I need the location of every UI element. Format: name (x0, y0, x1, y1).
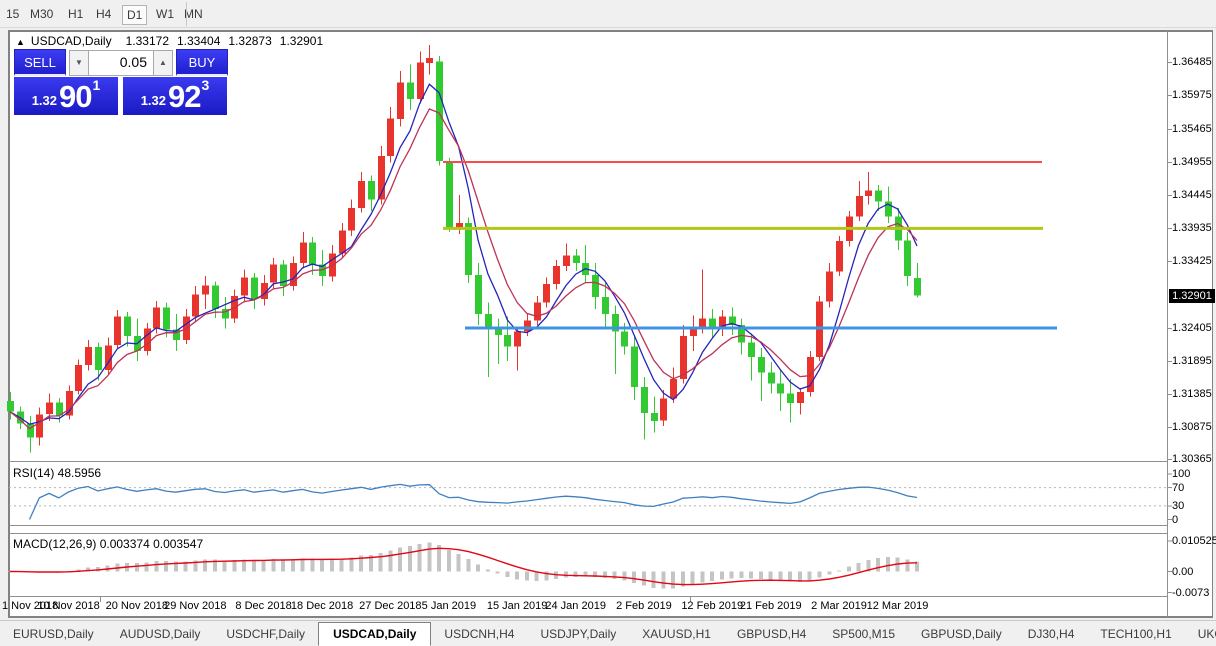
chart-tab-ukc[interactable]: UKC (1197, 626, 1216, 641)
buy-price-big: 92 (168, 79, 201, 114)
chart-tab-dj30-h4[interactable]: DJ30,H4 (1027, 626, 1075, 641)
date-axis-label: 2 Feb 2019 (616, 600, 672, 612)
rsi-axis-label: 70 (1172, 481, 1185, 494)
chart-tab-sp500-m15[interactable]: SP500,M15 (832, 626, 896, 641)
chart-tab-gbpusd-daily[interactable]: GBPUSD,Daily (921, 626, 1002, 641)
date-axis-label: 2 Mar 2019 (811, 600, 867, 612)
chart-window (8, 30, 1213, 618)
date-axis-label: 18 Dec 2018 (290, 600, 354, 612)
price-axis-label: 1.34955 (1172, 156, 1212, 168)
quote-low: 1.32873 (228, 34, 272, 48)
sell-button[interactable]: SELL (14, 49, 66, 76)
date-axis-label: 27 Dec 2018 (359, 600, 422, 612)
price-axis-label: 1.30365 (1172, 453, 1212, 465)
timeframe-toolbar: 15 M30 H1 H4 D1 W1 MN (0, 0, 1216, 28)
buy-price-sup: 3 (201, 77, 210, 93)
chart-tab-usdjpy-daily[interactable]: USDJPY,Daily (540, 626, 617, 641)
price-axis-label: 1.30875 (1172, 421, 1212, 433)
sell-price-panel[interactable]: 1.32 90 1 (14, 77, 118, 115)
quote-header: ▲ USDCAD,Daily 1.33172 1.33404 1.32873 1.3290… (16, 34, 331, 48)
one-click-trading-widget: SELL ▼ 0.05 ▲ BUY 1.32 90 1 1.32 92 3 (14, 49, 228, 115)
chart-tab-bar: EURUSD,Daily AUDUSD,Daily USDCHF,Daily USDC… (0, 620, 1216, 646)
rsi-indicator-label: RSI(14) 48.5956 (13, 466, 102, 480)
volume-input[interactable]: 0.05 (89, 50, 153, 76)
sell-price-big: 90 (59, 79, 92, 114)
date-axis-label: 21 Feb 2019 (739, 600, 802, 612)
buy-price-panel[interactable]: 1.32 92 3 (123, 77, 227, 115)
date-axis-label: 5 Jan 2019 (421, 600, 477, 612)
chart-tab-usdchf-daily[interactable]: USDCHF,Daily (226, 626, 306, 641)
macd-axis-label: -0.0073 (1172, 586, 1210, 599)
buy-price-small: 1.32 (140, 93, 167, 108)
timeframe-button-mn[interactable]: MN (184, 7, 203, 21)
rsi-axis-label: 30 (1172, 499, 1185, 512)
toolbar-separator (186, 2, 187, 26)
rsi-axis-label: 0 (1172, 513, 1179, 526)
volume-increase-button[interactable]: ▲ (153, 50, 173, 76)
price-axis-label: 1.31895 (1172, 355, 1212, 367)
date-axis-label: 24 Jan 2019 (545, 600, 606, 612)
date-axis-label: 1 Nov 2018 (2, 600, 59, 612)
current-price-tag: 1.32901 (1169, 289, 1215, 303)
sell-price-small: 1.32 (31, 93, 58, 108)
chart-tab-usdcad-daily[interactable]: USDCAD,Daily (318, 621, 432, 646)
timeframe-button-h1[interactable]: H1 (68, 7, 84, 21)
price-axis-label: 1.33425 (1172, 255, 1212, 267)
timeframe-button-w1[interactable]: W1 (156, 7, 174, 21)
quote-open: 1.33172 (125, 34, 169, 48)
date-axis-label: 8 Dec 2018 (235, 600, 292, 612)
quote-high: 1.33404 (177, 34, 221, 48)
price-axis-label: 1.35465 (1172, 123, 1212, 135)
macd-axis-label: 0.010525 (1172, 534, 1216, 547)
timeframe-button-15[interactable]: 15 (6, 7, 20, 21)
date-axis-label: 10 Nov 2018 (37, 600, 100, 612)
date-axis-label: 12 Feb 2019 (681, 600, 744, 612)
buy-button[interactable]: BUY (176, 49, 228, 76)
chart-tab-tech100-h1[interactable]: TECH100,H1 (1100, 626, 1172, 641)
price-axis-label: 1.36485 (1172, 56, 1212, 68)
rsi-axis-label: 100 (1172, 468, 1191, 480)
quote-close: 1.32901 (279, 34, 324, 48)
chart-tab-eurusd-daily[interactable]: EURUSD,Daily (13, 626, 94, 641)
timeframe-button-m30[interactable]: M30 (30, 7, 54, 21)
chart-tab-gbpusd-h4[interactable]: GBPUSD,H4 (736, 626, 807, 641)
timeframe-button-d1[interactable]: D1 (122, 5, 148, 25)
price-axis-label: 1.35975 (1172, 89, 1212, 101)
chart-tab-usdcnh-h4[interactable]: USDCNH,H4 (444, 626, 515, 641)
date-axis-label: 29 Nov 2018 (164, 600, 227, 612)
price-axis-label: 1.31385 (1172, 388, 1212, 400)
volume-decrease-button[interactable]: ▼ (69, 50, 89, 76)
sell-price-sup: 1 (92, 77, 101, 93)
chart-tab-xauusd-h1[interactable]: XAUUSD,H1 (642, 626, 711, 641)
date-axis-label: 20 Nov 2018 (105, 600, 168, 612)
macd-indicator-label: MACD(12,26,9) 0.003374 0.003547 (13, 537, 204, 551)
date-axis-label: 12 Mar 2019 (866, 600, 929, 612)
timeframe-button-h4[interactable]: H4 (96, 7, 112, 21)
price-axis-label: 1.32405 (1172, 322, 1212, 334)
date-axis-label: 15 Jan 2019 (486, 600, 548, 612)
chart-symbol-title: USDCAD,Daily (30, 34, 112, 48)
chart-tab-audusd-daily[interactable]: AUDUSD,Daily (119, 626, 201, 641)
price-axis-label: 1.34445 (1172, 189, 1212, 201)
macd-axis-label: 0.00 (1172, 565, 1194, 578)
price-axis-label: 1.33935 (1172, 222, 1212, 234)
collapse-chart-icon[interactable]: ▲ (16, 37, 25, 47)
